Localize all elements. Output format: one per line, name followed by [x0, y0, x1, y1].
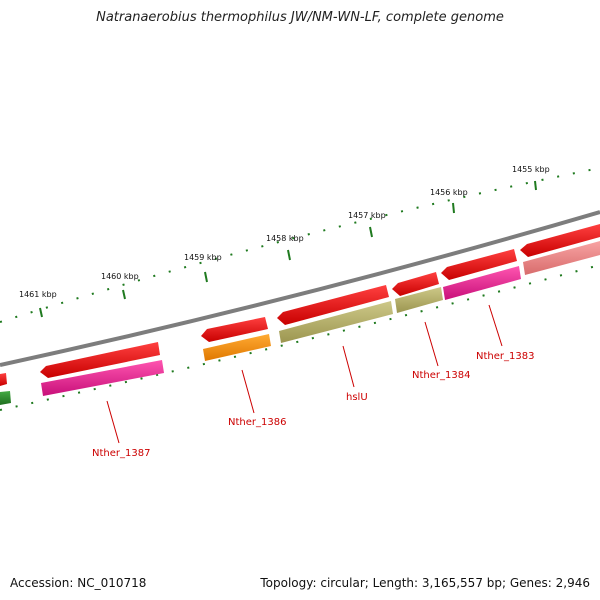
scale-label: 1455 kbp: [512, 165, 550, 174]
cds-arrow[interactable]: [520, 224, 600, 257]
scale-label: 1461 kbp: [19, 290, 57, 299]
genome-backbone: [0, 210, 600, 367]
genome-summary: Topology: circular; Length: 3,165,557 bp…: [260, 576, 590, 590]
gene-label[interactable]: Nther_1386: [228, 417, 286, 428]
scale-label: 1459 kbp: [184, 253, 222, 262]
cds-arrow[interactable]: [0, 373, 7, 386]
cds-block[interactable]: [443, 266, 521, 300]
cds-block[interactable]: [41, 360, 164, 396]
gene-label[interactable]: Nther_1387: [92, 448, 150, 459]
gene-label[interactable]: Nther_1383: [476, 351, 534, 362]
outer-tick-ruler: [0, 167, 600, 323]
gene-label[interactable]: Nther_1384: [412, 370, 470, 381]
gene-label[interactable]: hslU: [346, 392, 368, 403]
map-title: Natranaerobius thermophilus JW/NM-WN-LF,…: [96, 10, 504, 25]
scale-label: 1457 kbp: [348, 211, 386, 220]
cds-arrow[interactable]: [277, 285, 389, 325]
cds-block[interactable]: [203, 334, 271, 361]
cds-block[interactable]: [523, 241, 600, 275]
cds-arrow[interactable]: [441, 249, 517, 280]
scale-label: 1456 kbp: [430, 188, 468, 197]
accession-label: Accession: NC_010718: [10, 576, 147, 590]
cds-block[interactable]: [395, 287, 443, 313]
forward-strand-genes: [0, 224, 600, 386]
cds-block[interactable]: [0, 391, 11, 405]
cds-arrow[interactable]: [201, 317, 268, 342]
scale-label: 1458 kbp: [266, 234, 304, 243]
cds-arrow[interactable]: [40, 342, 160, 378]
major-ticks: [39, 180, 537, 318]
scale-label: 1460 kbp: [101, 272, 139, 281]
label-leaders: [106, 304, 503, 444]
cds-block[interactable]: [279, 301, 393, 343]
functional-track: [0, 241, 600, 405]
cds-arrow[interactable]: [392, 272, 439, 296]
